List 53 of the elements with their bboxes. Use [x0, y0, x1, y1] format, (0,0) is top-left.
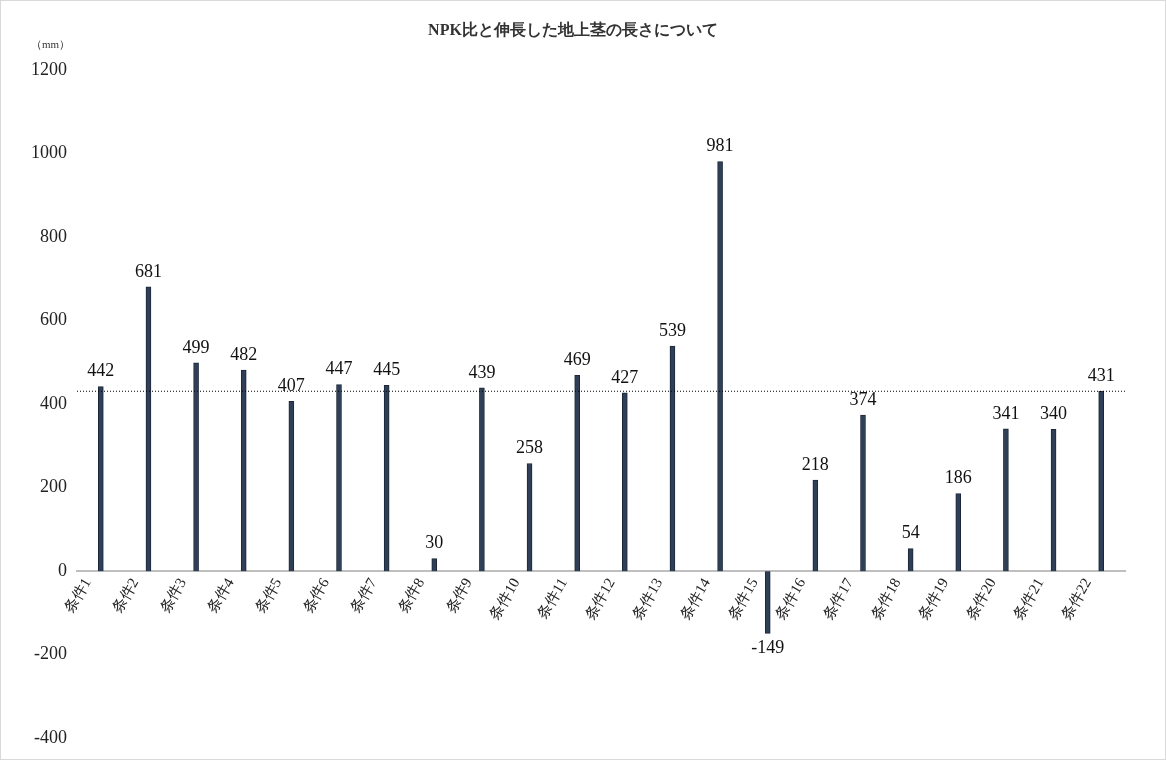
data-label: 258	[516, 437, 544, 458]
y-tick-label: 400	[40, 392, 67, 413]
x-tick-label: 条件8	[394, 575, 428, 616]
x-tick-label: 条件15	[724, 575, 761, 623]
data-label: 30	[425, 532, 444, 553]
y-tick-label: 1000	[31, 142, 67, 163]
y-tick-label: 200	[40, 476, 67, 497]
y-tick-label: -200	[34, 643, 67, 664]
y-tick-label: 1200	[31, 58, 67, 79]
data-label: 539	[658, 319, 686, 340]
data-label: 439	[468, 361, 496, 382]
data-label: 340	[1040, 402, 1068, 423]
data-label: 186	[944, 467, 972, 488]
x-tick-label: 条件4	[204, 574, 237, 616]
x-tick-label: 条件19	[914, 575, 952, 623]
data-label: 445	[373, 359, 401, 380]
chart-title: NPK比と伸長した地上茎の長さについて	[428, 20, 718, 38]
data-label: 447	[325, 358, 353, 379]
x-tick-label: 条件10	[486, 575, 523, 623]
x-tick-label: 条件7	[347, 574, 380, 616]
data-label: 469	[563, 349, 591, 370]
data-label: 431	[1087, 364, 1115, 385]
x-tick-label: 条件6	[299, 574, 333, 616]
data-label: 482	[230, 343, 258, 364]
x-tick-label: 条件18	[867, 575, 904, 623]
x-tick-label: 条件11	[534, 575, 571, 622]
x-tick-label: 条件17	[819, 574, 857, 623]
x-tick-label: 条件3	[156, 575, 190, 616]
y-tick-label: 600	[40, 309, 67, 330]
x-tick-label: 条件14	[676, 574, 714, 623]
data-label: 218	[801, 453, 829, 474]
data-label: 442	[87, 360, 115, 381]
data-label: 681	[134, 260, 162, 281]
y-tick-label: 800	[40, 225, 67, 246]
x-tick-label: 条件13	[629, 575, 666, 623]
data-label: 499	[182, 336, 210, 357]
data-label: 341	[992, 402, 1020, 423]
x-tick-label: 条件21	[1010, 575, 1047, 623]
x-tick-label: 条件20	[962, 575, 999, 623]
y-tick-label: -400	[34, 726, 67, 747]
data-label: 407	[277, 375, 305, 396]
x-tick-label: 条件16	[772, 574, 809, 623]
data-label: -149	[751, 637, 785, 658]
x-tick-label: 条件22	[1057, 575, 1095, 623]
x-tick-label: 条件9	[442, 575, 475, 616]
data-label: 54	[901, 522, 920, 543]
y-axis-title: （mm）	[31, 37, 71, 52]
data-label: 981	[706, 135, 734, 156]
x-tick-label: 条件2	[108, 575, 142, 616]
x-tick-label: 条件5	[251, 575, 285, 616]
data-label: 374	[849, 388, 877, 409]
data-label: 427	[611, 366, 639, 387]
x-tick-label: 条件12	[581, 575, 618, 623]
